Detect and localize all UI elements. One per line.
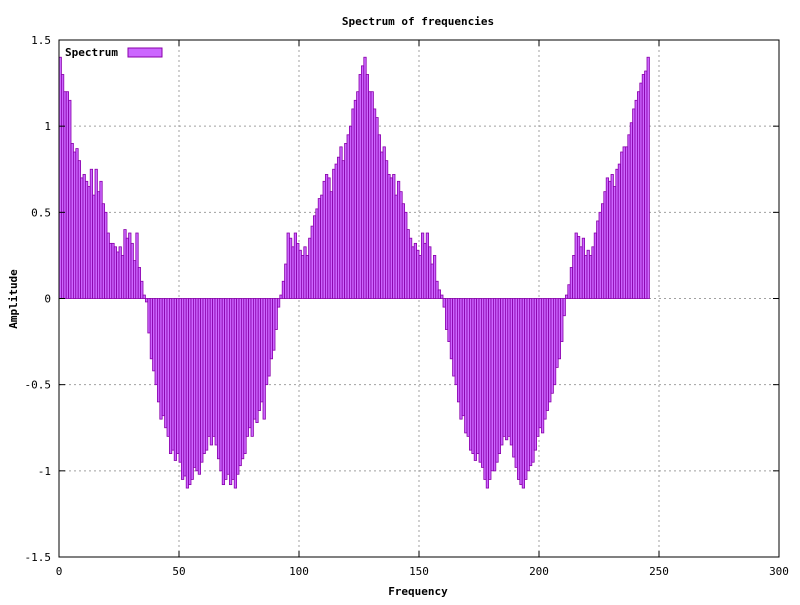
x-tick-label: 200	[529, 565, 549, 578]
x-tick-label: 100	[289, 565, 309, 578]
x-axis-label: Frequency	[388, 585, 448, 598]
x-tick-label: 300	[769, 565, 789, 578]
bar-158	[437, 289, 442, 299]
bar-32	[135, 232, 139, 299]
bar-209	[560, 298, 564, 342]
bar-35	[142, 294, 146, 299]
y-tick-label: -1.5	[25, 551, 52, 564]
legend-label-spectrum: Spectrum	[65, 46, 118, 59]
bar-159	[440, 294, 444, 299]
legend-swatch-spectrum	[127, 47, 163, 58]
y-tick-label: 0.5	[31, 206, 51, 219]
legend: Spectrum	[65, 46, 163, 59]
y-axis-label: Amplitude	[7, 269, 20, 329]
bar-156	[432, 255, 437, 299]
y-tick-label: -1	[38, 465, 51, 478]
x-tick-label: 150	[409, 565, 429, 578]
bar-210	[562, 298, 566, 317]
x-tick-label: 0	[56, 565, 63, 578]
y-tick-label: 0	[44, 293, 51, 306]
x-tick-label: 50	[172, 565, 185, 578]
chart-title: Spectrum of frequencies	[342, 15, 494, 28]
bar-series-spectrum	[58, 56, 650, 489]
y-tick-label: 1	[44, 120, 51, 133]
bar-245	[646, 56, 650, 299]
y-tick-label: -0.5	[25, 379, 52, 392]
bar-90	[274, 298, 278, 330]
y-tick-label: 1.5	[31, 34, 51, 47]
bar-91	[276, 298, 281, 308]
axis-ticks: 0 50 100 150 200 250 300 1.5 1 0.5 0 -0.5 -1 -1.5	[25, 34, 789, 578]
bar-34	[140, 280, 144, 299]
x-tick-label: 250	[649, 565, 669, 578]
